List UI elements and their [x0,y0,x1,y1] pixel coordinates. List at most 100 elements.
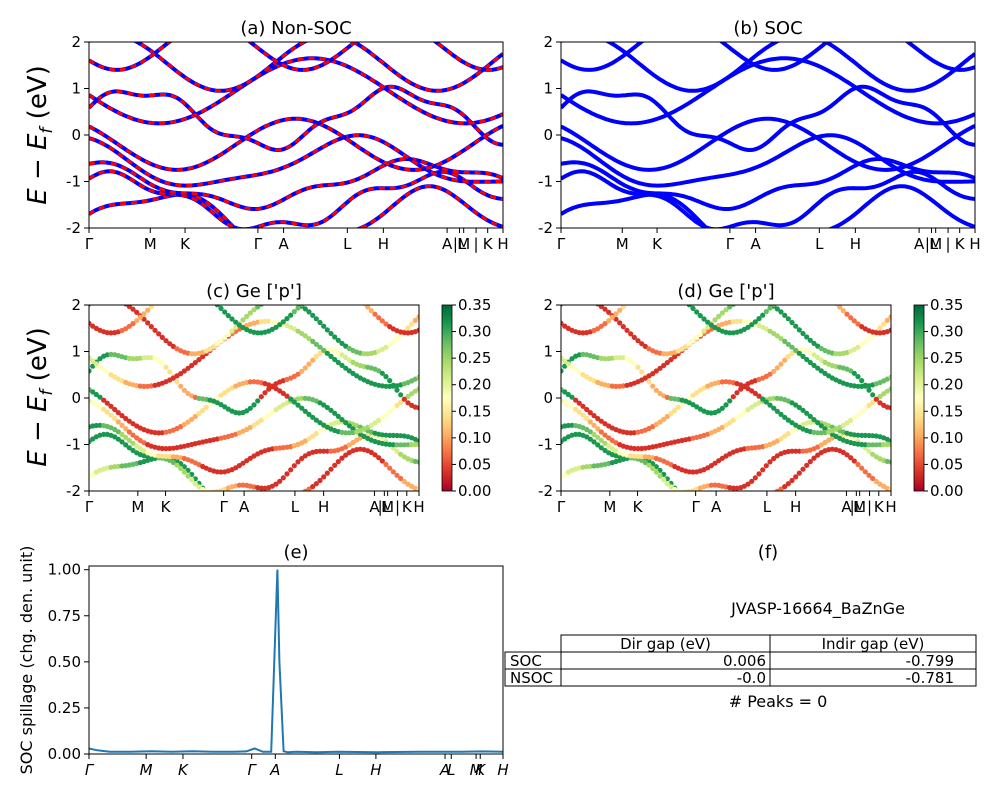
projection-point [562,358,568,364]
y-tick-label: -1 [538,436,553,454]
panel-title: (c) Ge ['p'] [206,281,302,302]
colorbar [441,304,453,492]
projection-point [760,396,766,402]
projection-point [277,478,283,484]
projection-point [90,389,96,395]
colorbar-tick-label: 0.35 [458,296,491,314]
projection-point [258,305,264,307]
projection-point [368,422,374,428]
projection-point [156,331,162,337]
projection-point [163,446,169,452]
projection-point [760,312,766,318]
projection-point [650,371,656,377]
projection-point [244,313,250,319]
projection-point [866,387,872,393]
projection-point [639,341,645,347]
projection-point [280,390,286,396]
projection-point [694,335,700,341]
projection-point [181,469,187,475]
projection-point [723,307,729,313]
projection-point [566,298,571,303]
projection-point [339,352,345,358]
band-line-3 [561,133,975,188]
projection-point [115,436,121,442]
projection-point [266,500,271,505]
projection-point [807,349,813,356]
projection-point [159,360,165,367]
projection-point [565,422,571,429]
colorbar-tick-label: 0.15 [458,402,491,420]
projection-point [291,309,297,315]
projection-point [372,420,378,426]
projection-point [756,471,762,477]
y-tick-label: 2 [71,33,81,51]
projection-point [734,318,740,324]
projection-point [668,357,674,363]
projection-point [624,327,630,333]
projection-point [394,335,400,342]
projection-point [719,310,725,316]
projection-point [101,296,106,301]
projection-point [101,431,107,437]
colorbar-tick-label: 0.00 [930,482,963,500]
x-tick-label: H [850,235,861,253]
projection-point [664,360,670,366]
projection-point [324,327,330,333]
projection-point [335,459,341,465]
projection-point [332,356,338,363]
projection-point [595,434,601,440]
projection-point [251,307,257,313]
projection-point [163,364,169,370]
projection-point [277,496,282,501]
projection-point [101,367,107,373]
projection-point [749,322,755,328]
projection-point [270,498,275,503]
projection-point [866,472,872,478]
projection-point [855,321,861,327]
projection-point [851,318,857,324]
projection-point [686,305,692,308]
projection-point [859,432,865,438]
projection-point [178,371,184,377]
projection-point [862,469,868,475]
projection-point [145,307,151,313]
x-tick-label: Γ [85,761,95,779]
projection-point [767,305,773,311]
ylabel-middle: E − Ef (eV) [23,327,57,467]
projection-point [416,386,419,392]
projection-point [778,336,784,342]
x-tick-label: M [470,761,483,779]
table-header-indir-gap: Indir gap (eV) [822,635,925,653]
projection-point [752,319,758,325]
projection-point [815,365,821,371]
projection-point [104,400,110,406]
projection-point [284,471,290,477]
projection-point [214,341,220,347]
projection-point [189,285,194,290]
projection-point [280,319,286,325]
projection-point [786,290,791,295]
projection-point [734,390,740,396]
projection-point [302,438,308,444]
projection-point [335,349,341,356]
projection-point [317,344,323,350]
projection-point [193,286,198,291]
x-tick-label: Γ [557,235,566,253]
x-tick-label: Γ [85,498,94,516]
colorbar-tick-label: 0.00 [458,482,491,500]
projection-point [247,455,253,461]
projection-point [712,317,718,323]
projection-point [196,288,201,293]
ylabel-unit: (eV) [23,327,53,389]
projection-point [730,417,736,423]
projection-point [635,446,641,452]
projection-point [214,395,220,401]
projection-point [822,439,828,446]
projection-point [339,285,344,290]
projection-point [866,432,872,439]
projection-point [785,417,791,423]
colorbar-tick-label: 0.15 [930,402,963,420]
table-indir-gap-value: -0.781 [906,669,954,687]
projection-point [862,339,868,345]
